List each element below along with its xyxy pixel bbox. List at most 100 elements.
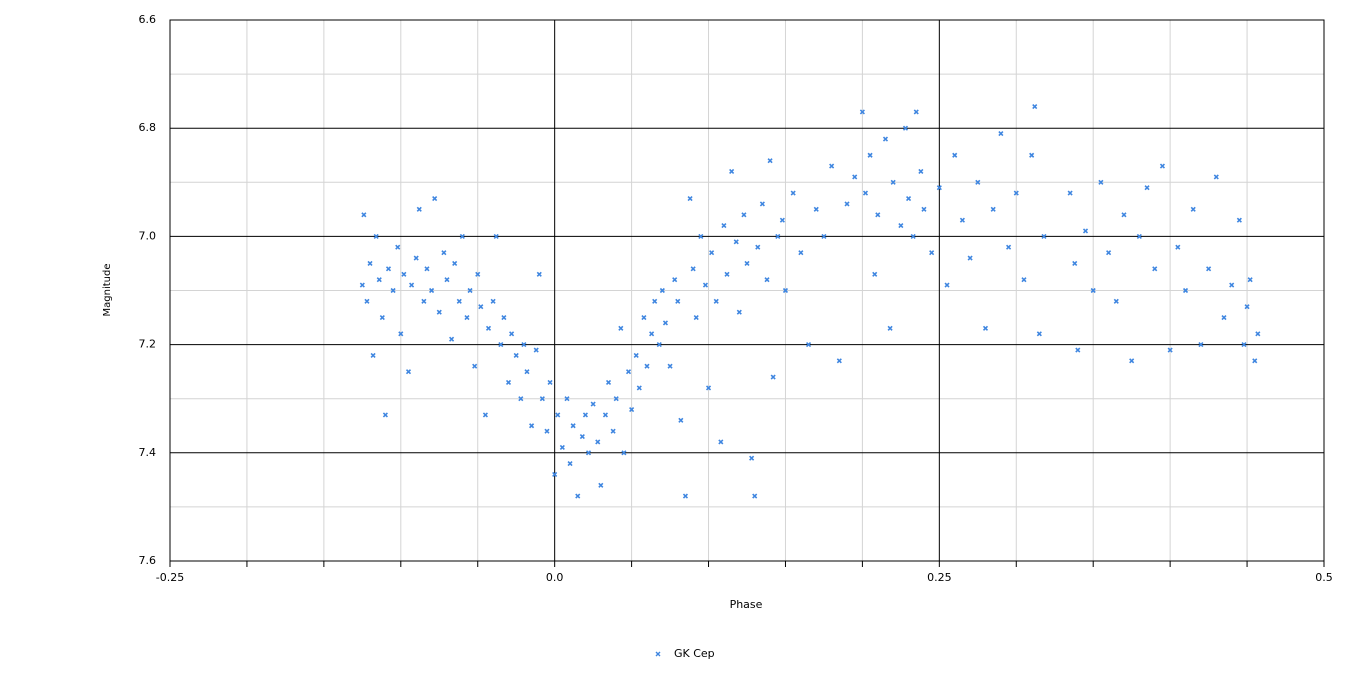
data-point xyxy=(1006,244,1012,250)
data-point xyxy=(790,190,796,196)
data-point xyxy=(1152,266,1158,272)
data-point xyxy=(890,179,896,185)
data-point xyxy=(567,461,573,467)
y-axis-label: Magnitude xyxy=(102,264,113,317)
data-point xyxy=(459,233,465,239)
data-point xyxy=(416,206,422,212)
data-point xyxy=(733,239,739,245)
data-point xyxy=(1036,331,1042,337)
data-point xyxy=(509,331,515,337)
data-point xyxy=(667,363,673,369)
data-point xyxy=(902,125,909,131)
legend-label: GK Cep xyxy=(674,647,715,660)
data-point xyxy=(618,325,624,331)
data-point xyxy=(552,471,558,478)
data-point xyxy=(918,168,924,175)
data-point xyxy=(1213,174,1219,180)
data-point xyxy=(644,363,650,369)
data-point xyxy=(690,266,696,272)
data-point xyxy=(656,342,662,348)
y-tick-label: 6.6 xyxy=(139,13,157,26)
data-point xyxy=(1221,314,1227,321)
data-point xyxy=(682,493,689,499)
data-point xyxy=(998,131,1004,137)
data-point xyxy=(867,152,873,158)
y-tick-label: 6.8 xyxy=(139,121,157,134)
data-point xyxy=(929,250,935,256)
data-point xyxy=(633,352,639,358)
data-point xyxy=(859,109,865,115)
data-point xyxy=(1167,347,1173,353)
data-point xyxy=(575,493,581,499)
legend-marker xyxy=(655,651,661,657)
data-point xyxy=(536,271,542,277)
data-point xyxy=(605,379,612,386)
data-point xyxy=(1144,185,1150,191)
data-point xyxy=(913,109,919,115)
data-point xyxy=(1106,250,1112,256)
data-point xyxy=(921,206,927,212)
data-point xyxy=(752,493,758,499)
data-point xyxy=(1021,277,1027,283)
data-point xyxy=(379,314,385,321)
data-point xyxy=(413,255,419,261)
data-point xyxy=(385,266,392,272)
data-point xyxy=(521,342,527,348)
data-point xyxy=(1129,358,1135,364)
x-axis-label: Phase xyxy=(730,598,763,611)
data-point xyxy=(967,255,973,261)
data-point xyxy=(373,233,379,239)
data-point xyxy=(610,428,616,434)
data-point xyxy=(1229,282,1235,288)
data-point xyxy=(687,195,693,202)
data-point xyxy=(559,444,565,450)
data-point xyxy=(813,206,819,212)
data-point xyxy=(736,309,742,315)
data-point xyxy=(382,412,388,418)
data-point xyxy=(467,287,473,294)
data-point xyxy=(449,336,455,342)
data-point xyxy=(621,450,627,456)
data-point xyxy=(764,277,770,283)
data-point xyxy=(585,450,592,456)
data-point xyxy=(590,401,596,407)
data-point xyxy=(472,363,478,369)
data-point xyxy=(702,282,709,288)
data-point xyxy=(782,287,789,294)
data-point xyxy=(705,385,712,391)
data-point xyxy=(982,325,989,331)
data-point xyxy=(390,287,396,294)
data-point xyxy=(905,195,912,202)
data-point xyxy=(405,369,412,375)
data-point xyxy=(421,298,427,304)
data-point xyxy=(1247,277,1253,283)
data-point xyxy=(1236,217,1242,223)
data-point xyxy=(625,369,632,375)
data-point xyxy=(659,287,665,294)
data-point xyxy=(749,455,755,461)
data-point xyxy=(376,277,382,283)
data-point xyxy=(498,342,504,348)
data-point xyxy=(401,271,407,277)
data-point xyxy=(875,212,881,218)
data-point xyxy=(1159,163,1166,169)
data-point xyxy=(862,190,869,196)
data-point xyxy=(636,385,642,391)
data-point xyxy=(975,179,981,185)
data-point xyxy=(718,439,724,445)
y-tick-label: 7.2 xyxy=(139,338,157,351)
data-point xyxy=(1041,233,1047,239)
y-tick-label: 7.6 xyxy=(139,554,157,567)
data-point xyxy=(529,423,535,429)
data-point xyxy=(662,320,669,326)
data-point xyxy=(990,206,996,212)
data-point xyxy=(744,260,750,267)
data-point xyxy=(952,152,958,158)
data-point xyxy=(882,136,889,142)
y-tick-label: 7.0 xyxy=(139,229,157,242)
data-point xyxy=(678,417,684,423)
data-point xyxy=(805,342,812,348)
data-point xyxy=(367,260,373,267)
data-point xyxy=(829,163,835,169)
